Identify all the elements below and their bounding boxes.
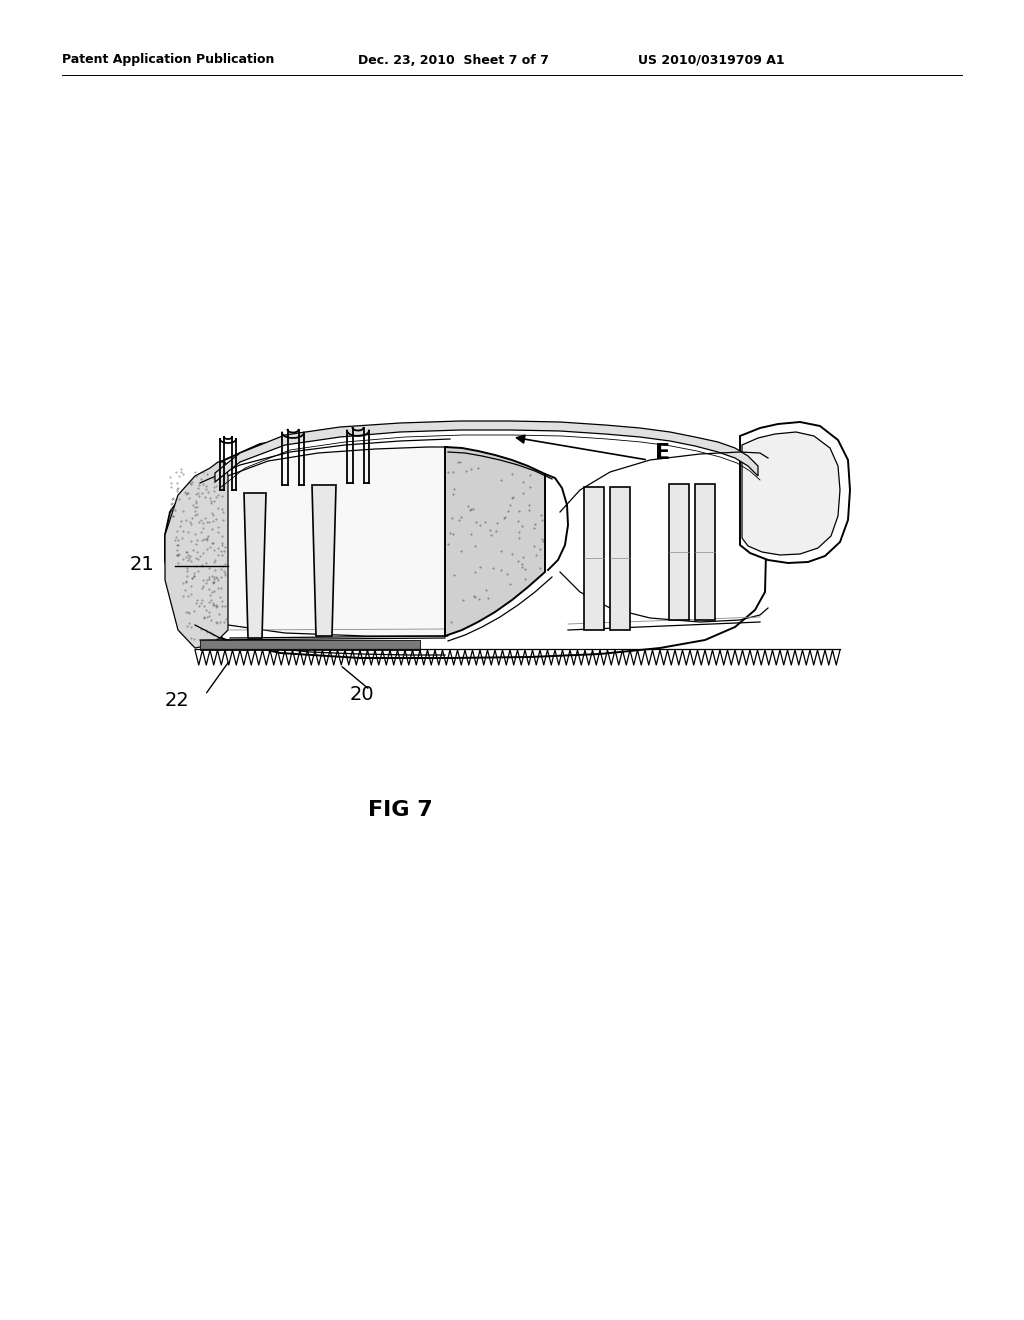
Polygon shape: [200, 640, 420, 649]
Polygon shape: [244, 492, 266, 638]
Text: Dec. 23, 2010  Sheet 7 of 7: Dec. 23, 2010 Sheet 7 of 7: [358, 54, 549, 66]
Polygon shape: [173, 447, 449, 636]
Polygon shape: [312, 484, 336, 636]
Polygon shape: [610, 487, 630, 630]
Text: 22: 22: [165, 690, 189, 710]
Polygon shape: [445, 447, 545, 636]
Text: 20: 20: [350, 685, 375, 705]
Text: FIG 7: FIG 7: [368, 800, 432, 820]
Polygon shape: [584, 487, 604, 630]
Polygon shape: [165, 428, 768, 657]
Polygon shape: [742, 432, 840, 554]
Polygon shape: [695, 484, 715, 620]
Text: 21: 21: [130, 556, 155, 574]
Polygon shape: [215, 421, 758, 482]
Text: Patent Application Publication: Patent Application Publication: [62, 54, 274, 66]
Text: E: E: [655, 444, 670, 463]
Polygon shape: [740, 422, 850, 564]
Text: US 2010/0319709 A1: US 2010/0319709 A1: [638, 54, 784, 66]
Polygon shape: [669, 484, 689, 620]
Polygon shape: [165, 462, 228, 648]
